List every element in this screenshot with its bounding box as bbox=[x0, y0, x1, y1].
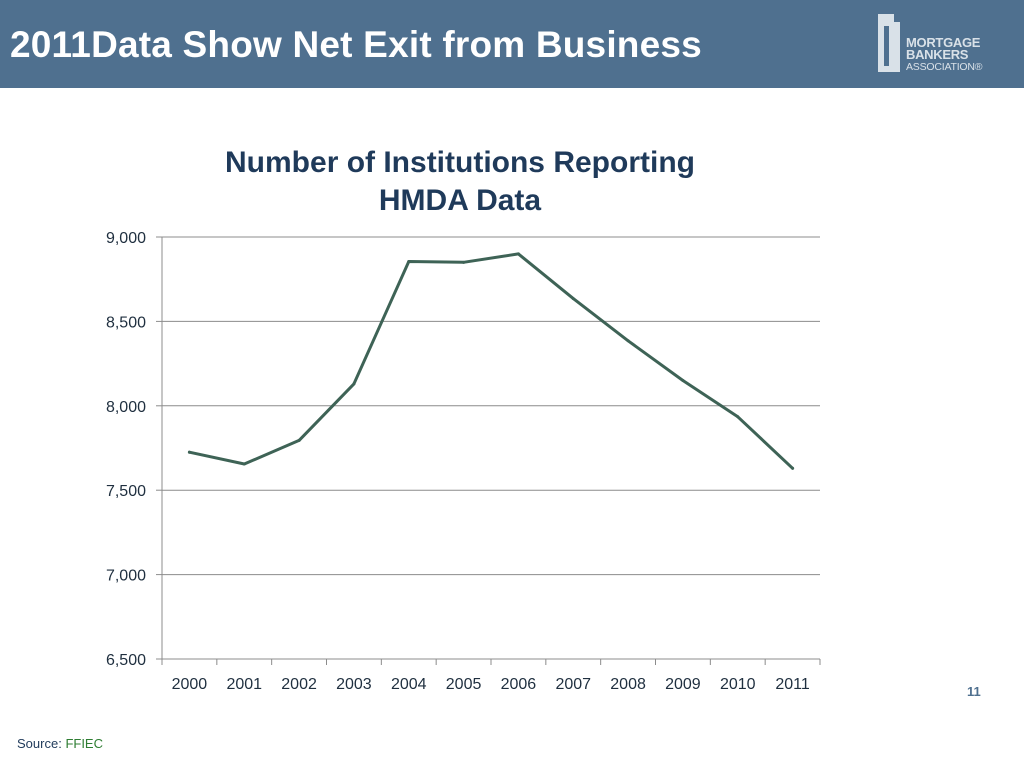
data-point-2004 bbox=[407, 259, 411, 263]
data-point-2008 bbox=[626, 339, 630, 343]
x-tick-label-2005: 2005 bbox=[446, 676, 482, 693]
chart-title-line-1: Number of Institutions Reporting bbox=[225, 146, 695, 179]
slide-header: 2011Data Show Net Exit from Business MOR… bbox=[0, 0, 1024, 88]
x-tick-labels: 2000 2001 2002 2003 2004 2005 2006 2007 2008 2009… bbox=[172, 676, 810, 693]
data-point-2009 bbox=[681, 378, 685, 382]
x-tick-label-2008: 2008 bbox=[610, 676, 646, 693]
x-tick-label-2007: 2007 bbox=[555, 676, 591, 693]
data-point-2005 bbox=[462, 260, 466, 264]
y-tick-label-0: 6,500 bbox=[106, 652, 146, 669]
page-number: 11 bbox=[967, 684, 981, 699]
data-point-2001 bbox=[242, 462, 246, 466]
series-layer bbox=[187, 252, 795, 470]
mba-logo-icon bbox=[878, 14, 900, 72]
data-point-2011 bbox=[791, 466, 795, 470]
y-tick-label-5: 9,000 bbox=[106, 230, 146, 247]
gridlines bbox=[162, 236, 820, 576]
x-tick-label-2002: 2002 bbox=[281, 676, 317, 693]
series-line-0 bbox=[187, 252, 795, 470]
slide-title: 2011Data Show Net Exit from Business bbox=[10, 24, 702, 65]
x-tick-label-2000: 2000 bbox=[172, 676, 208, 693]
y-tick-label-1: 7,000 bbox=[106, 568, 146, 585]
x-tick-label-2011: 2011 bbox=[775, 676, 810, 693]
y-tick-labels: 6,500 7,000 7,500 8,000 8,500 9,000 bbox=[106, 230, 146, 669]
source-note: Source: FFIEC bbox=[17, 736, 103, 751]
data-point-2000 bbox=[187, 450, 191, 454]
logo-text-bankers: BANKERS bbox=[906, 47, 969, 62]
x-tick-label-2003: 2003 bbox=[336, 676, 372, 693]
x-tick-label-2009: 2009 bbox=[665, 676, 701, 693]
x-tick-label-2004: 2004 bbox=[391, 676, 427, 693]
mba-logo: MORTGAGE BANKERS ASSOCIATION® bbox=[876, 12, 1006, 74]
data-point-2007 bbox=[571, 297, 575, 301]
data-point-2003 bbox=[352, 382, 356, 386]
logo-text-mortgage: MORTGAGE bbox=[906, 35, 981, 50]
x-tick-label-2010: 2010 bbox=[720, 676, 756, 693]
chart-title-line-2: HMDA Data bbox=[379, 184, 542, 217]
data-point-2002 bbox=[297, 438, 301, 442]
y-tick-label-2: 7,500 bbox=[106, 483, 146, 500]
logo-text-association: ASSOCIATION® bbox=[906, 61, 983, 73]
x-tick-label-2001: 2001 bbox=[226, 676, 262, 693]
data-point-2006 bbox=[516, 252, 520, 256]
source-label: Source: bbox=[17, 736, 62, 751]
y-tick-label-3: 8,000 bbox=[106, 399, 146, 416]
x-tick-label-2006: 2006 bbox=[501, 676, 537, 693]
axes bbox=[156, 236, 821, 665]
data-point-2010 bbox=[736, 415, 740, 419]
source-name: FFIEC bbox=[65, 736, 103, 751]
y-tick-label-4: 8,500 bbox=[106, 314, 146, 331]
